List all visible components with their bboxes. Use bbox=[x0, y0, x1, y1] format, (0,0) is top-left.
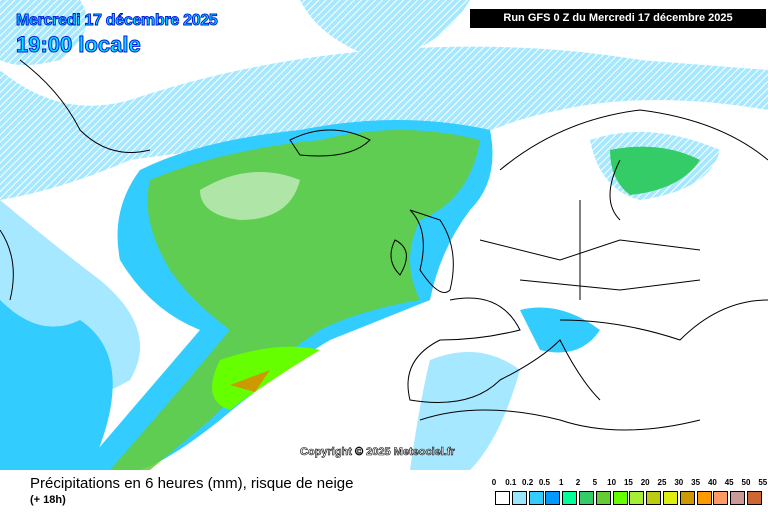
legend-swatch bbox=[511, 491, 527, 505]
run-info: Run GFS 0 Z du Mercredi 17 décembre 2025 bbox=[470, 9, 766, 28]
copyright-text: Copyright © 2025 Meteociel.fr bbox=[300, 446, 456, 458]
legend-label: 2 bbox=[575, 478, 581, 487]
legend-swatch bbox=[646, 491, 662, 505]
legend-swatch bbox=[579, 491, 594, 505]
legend-label: 25 bbox=[657, 478, 667, 487]
legend-swatch bbox=[562, 491, 578, 505]
map-title: Précipitations en 6 heures (mm), risque … bbox=[30, 475, 354, 492]
legend-swatch bbox=[612, 491, 628, 505]
precipitation-map: Copyright © 2025 Meteociel.fr bbox=[0, 0, 768, 470]
legend-swatch bbox=[713, 491, 729, 505]
legend-swatch bbox=[679, 491, 695, 505]
legend-label: 45 bbox=[724, 478, 734, 487]
legend-label: 20 bbox=[640, 478, 650, 487]
legend-swatch bbox=[730, 491, 746, 505]
legend-label: 1 bbox=[558, 478, 564, 487]
legend-label: 0.2 bbox=[522, 478, 534, 487]
legend-swatch bbox=[595, 491, 611, 505]
legend-label: 30 bbox=[674, 478, 684, 487]
legend-label: 5 bbox=[592, 478, 598, 487]
legend-swatch bbox=[528, 491, 544, 505]
forecast-date: Mercredi 17 décembre 2025 bbox=[16, 12, 219, 30]
legend-swatch bbox=[545, 491, 561, 505]
legend-label: 40 bbox=[707, 478, 717, 487]
legend-swatch bbox=[495, 491, 510, 505]
forecast-time: 19:00 locale bbox=[16, 32, 142, 58]
legend-swatch bbox=[747, 491, 762, 505]
forecast-offset: (+ 18h) bbox=[30, 494, 66, 506]
legend-label: 0 bbox=[491, 478, 497, 487]
legend-label: 55 bbox=[758, 478, 768, 487]
coastlines bbox=[0, 59, 768, 431]
legend-label: 0.5 bbox=[538, 478, 550, 487]
legend-label: 15 bbox=[623, 478, 633, 487]
legend-swatch bbox=[696, 491, 712, 505]
legend-swatch bbox=[629, 491, 645, 505]
legend-label: 50 bbox=[741, 478, 751, 487]
legend-label: 10 bbox=[607, 478, 617, 487]
legend-swatch bbox=[663, 491, 678, 505]
legend-label: 35 bbox=[691, 478, 701, 487]
legend-label: 0.1 bbox=[505, 478, 517, 487]
precip-moderate bbox=[80, 120, 700, 470]
